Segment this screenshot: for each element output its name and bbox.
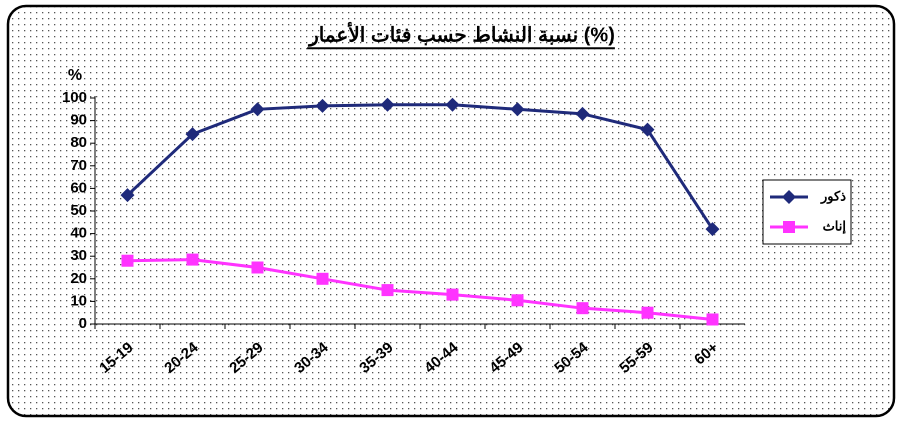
y-tick-label: 60 xyxy=(70,179,87,196)
y-tick-label: 100 xyxy=(62,89,87,106)
data-point xyxy=(185,127,200,142)
y-tick-label: 0 xyxy=(79,315,87,332)
data-point xyxy=(575,106,590,121)
y-tick-label: 80 xyxy=(70,134,87,151)
legend-label: إناث xyxy=(823,218,847,234)
y-tick-label: 70 xyxy=(70,157,87,174)
series-line xyxy=(126,103,714,230)
data-point xyxy=(706,313,719,326)
y-tick-label: 20 xyxy=(70,270,87,287)
data-point xyxy=(782,190,796,204)
y-tick-label: 90 xyxy=(70,112,87,129)
data-point xyxy=(445,97,460,112)
chart-frame xyxy=(6,4,896,418)
data-point xyxy=(510,102,525,117)
data-point xyxy=(381,284,394,297)
series-line xyxy=(127,258,713,321)
data-point xyxy=(251,261,264,274)
legend-box xyxy=(762,179,852,245)
data-point xyxy=(640,122,655,137)
legend-label: ذكور xyxy=(820,188,846,204)
y-tick-label: 10 xyxy=(70,292,87,309)
data-point xyxy=(380,97,395,112)
y-tick-label: 50 xyxy=(70,202,87,219)
data-point xyxy=(250,102,265,117)
data-point xyxy=(783,221,795,233)
data-point xyxy=(316,272,329,285)
data-point xyxy=(186,253,199,266)
data-point xyxy=(576,302,589,315)
data-point xyxy=(511,294,524,307)
data-point xyxy=(120,188,135,203)
data-point xyxy=(705,222,720,237)
data-point xyxy=(315,98,330,113)
y-axis-label: % xyxy=(68,67,82,84)
data-point xyxy=(641,306,654,319)
data-point xyxy=(121,254,134,267)
y-tick-label: 40 xyxy=(70,225,87,242)
data-point xyxy=(446,288,459,301)
y-tick-label: 30 xyxy=(70,247,87,264)
chart-title: نسبة النشاط حسب فئات الأعمار (%) xyxy=(307,21,615,47)
